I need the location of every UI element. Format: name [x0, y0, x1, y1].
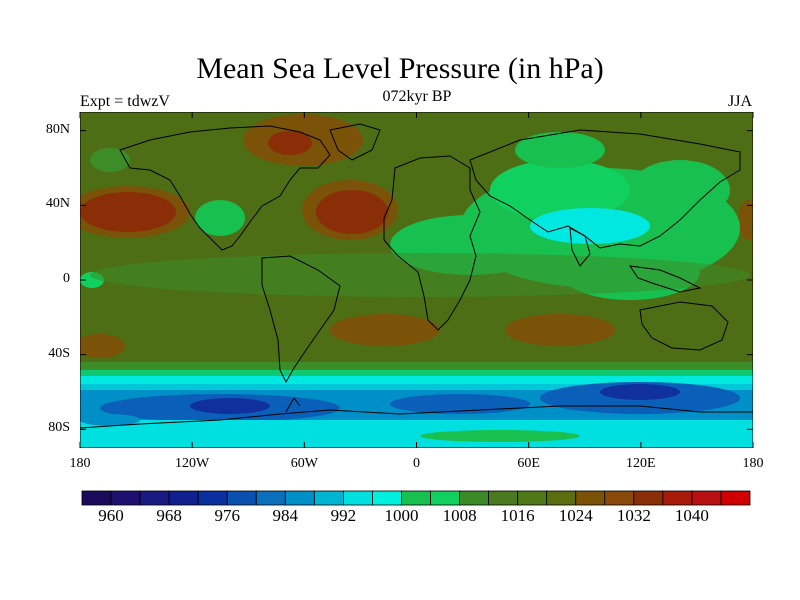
colorbar-swatch [459, 490, 490, 506]
colorbar-swatch [401, 490, 431, 506]
lon-tick-label: 0 [413, 456, 420, 471]
colorbar-label: 1032 [616, 506, 651, 525]
colorbar-swatch [110, 490, 141, 506]
colorbar-label: 1016 [500, 506, 535, 525]
colorbar-label: 992 [330, 506, 357, 525]
colorbar-label: 1008 [442, 506, 477, 525]
colorbar-swatch [546, 490, 577, 506]
colorbar-swatch [691, 490, 722, 506]
lon-tick-label: 60E [517, 456, 540, 471]
colorbar-swatch [430, 490, 460, 506]
coastlines [80, 123, 753, 429]
colorbar-label: 984 [272, 506, 299, 525]
chart-title: Mean Sea Level Pressure (in hPa) [196, 52, 604, 85]
colorbar-swatch [488, 490, 519, 506]
colorbar-swatch [342, 490, 373, 506]
season-label: JJA [727, 93, 752, 110]
colorbar-label: 1024 [558, 506, 593, 525]
colorbar-swatch [197, 490, 228, 506]
colorbar-swatch [168, 490, 199, 506]
southern-ocean-lows [80, 362, 753, 448]
axis-ticks [79, 112, 754, 448]
colorbar-swatch [81, 490, 112, 506]
colorbar-swatch [139, 490, 170, 506]
colorbar-swatch [662, 490, 693, 506]
colorbar-swatch [372, 490, 402, 506]
colorbar-swatch [313, 490, 344, 506]
colorbar-label: 976 [214, 506, 240, 525]
experiment-label: Expt = tdwzV [80, 93, 170, 110]
lat-tick-label: 40N [45, 196, 70, 212]
colorbar-label: 1000 [384, 506, 419, 525]
colorbar-swatch [255, 490, 286, 506]
lon-tick-label: 180 [69, 456, 91, 471]
colorbar-swatch [226, 490, 257, 506]
lat-tick-label: 40S [48, 345, 70, 361]
time-label: 072kyr BP [382, 88, 452, 105]
colorbar-swatch [284, 490, 315, 506]
lon-tick-label: 180 [742, 456, 764, 471]
lat-tick-label: 0 [63, 271, 70, 286]
lat-tick-label: 80N [45, 121, 70, 137]
lon-tick-label: 60W [290, 456, 318, 471]
lon-tick-label: 120E [626, 456, 656, 471]
colorbar-label: 1040 [674, 506, 709, 525]
lon-tick-label: 120W [175, 456, 210, 471]
colorbar-swatch [575, 490, 606, 506]
colorbar-label: 960 [98, 506, 124, 525]
colorbar-swatch [720, 490, 751, 506]
colorbar-swatch [517, 490, 548, 506]
colorbar-swatch [633, 490, 664, 506]
lat-tick-label: 80S [48, 420, 70, 436]
colorbar-label: 968 [156, 506, 182, 525]
colorbar-swatch [604, 490, 635, 506]
